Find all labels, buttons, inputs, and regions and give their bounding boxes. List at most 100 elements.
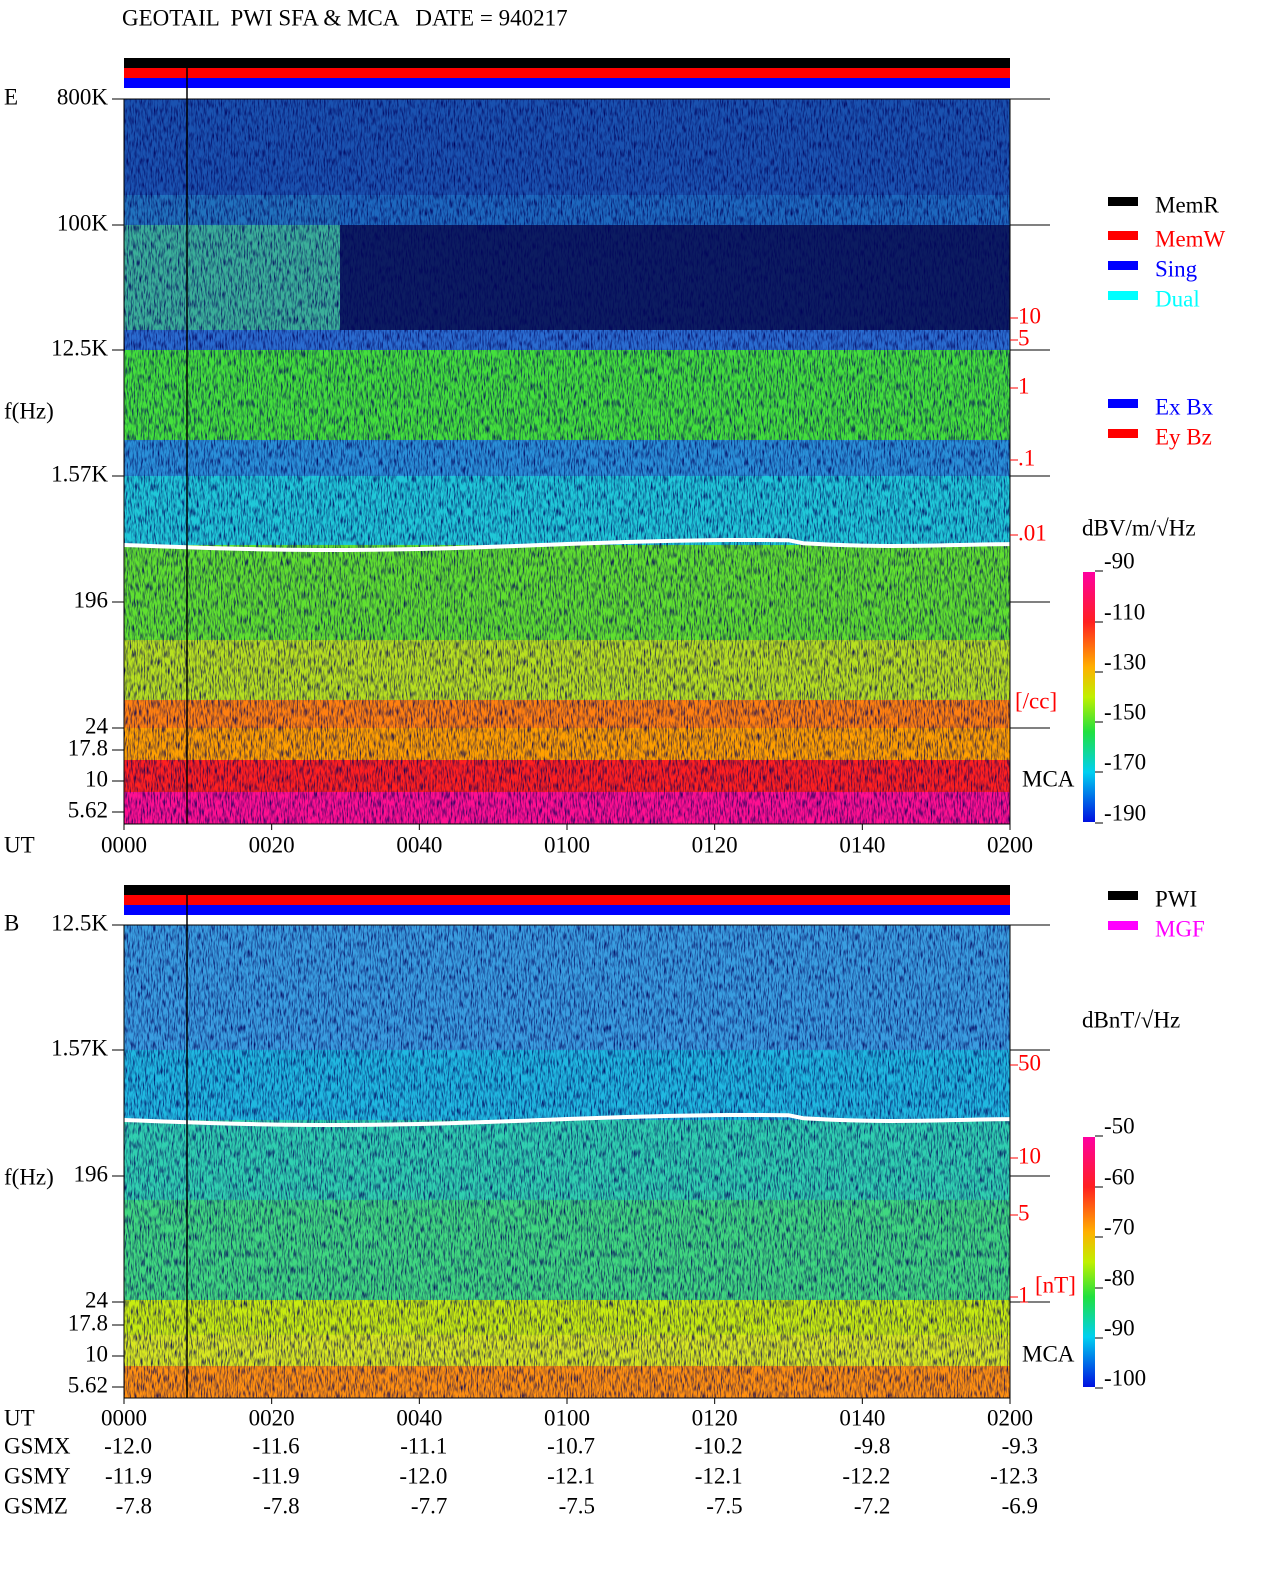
freq-tick-label: 100K	[57, 210, 109, 235]
status-bar	[124, 895, 1010, 905]
legend-label: Sing	[1155, 256, 1198, 281]
colorbar-label: -90	[1104, 548, 1135, 573]
status-bar	[124, 905, 1010, 915]
density-label: .1	[1018, 445, 1035, 470]
orbit-value: -9.8	[854, 1433, 890, 1458]
colorbar-label: -90	[1104, 1315, 1135, 1340]
time-tick-label: 0200	[987, 832, 1033, 857]
colorbar-label: -170	[1104, 749, 1146, 774]
colorbar-label: -190	[1104, 800, 1146, 825]
status-bar	[124, 78, 1010, 88]
time-label: UT	[4, 1405, 35, 1430]
time-label: UT	[4, 832, 35, 857]
orbit-label: GSMX	[4, 1433, 71, 1458]
legend-label: MemW	[1155, 226, 1226, 251]
time-tick-label: 0020	[249, 832, 295, 857]
colorbar-label: -110	[1104, 599, 1145, 624]
mca-label: MCA	[1022, 766, 1075, 791]
legend-swatch	[1108, 261, 1138, 270]
freq-tick-label: 24	[85, 713, 109, 738]
freq-tick-label: 196	[74, 1161, 109, 1186]
density-label: .01	[1018, 520, 1047, 545]
density-label: 50	[1018, 1050, 1041, 1075]
density-label: 10	[1018, 1143, 1041, 1168]
status-bar	[124, 68, 1010, 78]
legend-label: MemR	[1155, 192, 1220, 217]
freq-tick-label: 5.62	[68, 797, 108, 822]
freq-tick-label: 1.57K	[51, 461, 108, 486]
orbit-value: -11.1	[400, 1433, 447, 1458]
orbit-value: -12.1	[695, 1463, 743, 1488]
freq-tick-label: 24	[85, 1287, 109, 1312]
freq-tick-label: 10	[85, 1341, 108, 1366]
legend-swatch	[1108, 291, 1138, 300]
freq-tick-label: 800K	[57, 84, 109, 109]
time-tick-label: 0020	[249, 1405, 295, 1430]
colorbar	[1083, 1137, 1095, 1387]
status-bar	[124, 885, 1010, 895]
orbit-value: -7.8	[116, 1493, 152, 1518]
density-label: 1	[1018, 1282, 1030, 1307]
colorbar-label: -60	[1104, 1164, 1135, 1189]
time-tick-label: 0140	[839, 832, 885, 857]
colorbar-label: -130	[1104, 649, 1146, 674]
time-tick-label: 0000	[101, 832, 147, 857]
orbit-value: -7.2	[854, 1493, 890, 1518]
legend-swatch	[1108, 429, 1138, 438]
time-tick-label: 0120	[692, 1405, 738, 1430]
orbit-value: -12.2	[842, 1463, 890, 1488]
plasma-line	[123, 1113, 1011, 1128]
time-tick-label: 0120	[692, 832, 738, 857]
colorbar-label: -70	[1104, 1214, 1135, 1239]
density-label: 5	[1018, 1200, 1030, 1225]
orbit-value: -12.0	[399, 1463, 447, 1488]
plasma-line	[123, 538, 1011, 552]
colorbar	[1083, 572, 1095, 822]
legend-label: MGF	[1155, 916, 1205, 941]
colorbar-label: -80	[1104, 1265, 1135, 1290]
orbit-value: -12.0	[104, 1433, 152, 1458]
legend-label: Dual	[1155, 286, 1200, 311]
orbit-label: GSMY	[4, 1463, 71, 1488]
orbit-value: -7.5	[559, 1493, 595, 1518]
freq-tick-label: 12.5K	[51, 910, 108, 935]
freq-tick-label: 196	[74, 587, 109, 612]
orbit-value: -6.9	[1002, 1493, 1038, 1518]
orbit-value: -10.7	[547, 1433, 595, 1458]
orbit-value: -7.8	[263, 1493, 299, 1518]
orbit-value: -11.9	[105, 1463, 152, 1488]
colorbar-label: -150	[1104, 699, 1146, 724]
orbit-value: -10.2	[695, 1433, 743, 1458]
time-tick-label: 0040	[396, 1405, 442, 1430]
freq-tick-label: 5.62	[68, 1372, 108, 1397]
legend-label: Ey Bz	[1155, 424, 1212, 449]
spectrogram-noise	[124, 925, 1010, 1398]
freq-tick-label: 17.8	[68, 735, 108, 760]
colorbar-unit: dBV/m/√Hz	[1082, 515, 1196, 540]
panel-label: E	[4, 84, 18, 109]
orbit-value: -7.5	[706, 1493, 742, 1518]
density-label: 1	[1018, 373, 1030, 398]
y-axis-label: f(Hz)	[4, 398, 54, 423]
orbit-value: -9.3	[1002, 1433, 1038, 1458]
density-unit: [/cc]	[1015, 688, 1057, 713]
legend-swatch	[1108, 399, 1138, 408]
colorbar-unit: dBnT/√Hz	[1082, 1007, 1180, 1032]
orbit-value: -12.1	[547, 1463, 595, 1488]
orbit-value: -7.7	[411, 1493, 447, 1518]
legend-swatch	[1108, 891, 1138, 900]
freq-tick-label: 10	[85, 766, 108, 791]
density-label: 5	[1018, 325, 1030, 350]
legend-label: PWI	[1155, 886, 1197, 911]
time-tick-label: 0140	[839, 1405, 885, 1430]
legend-swatch	[1108, 231, 1138, 240]
orbit-value: -12.3	[990, 1463, 1038, 1488]
y-axis-label: f(Hz)	[4, 1164, 54, 1189]
legend-swatch	[1108, 197, 1138, 206]
time-tick-label: 0000	[101, 1405, 147, 1430]
time-tick-label: 0200	[987, 1405, 1033, 1430]
title: GEOTAIL PWI SFA & MCA DATE = 940217	[122, 5, 568, 30]
time-tick-label: 0100	[544, 832, 590, 857]
density-label: 10	[1018, 303, 1041, 328]
